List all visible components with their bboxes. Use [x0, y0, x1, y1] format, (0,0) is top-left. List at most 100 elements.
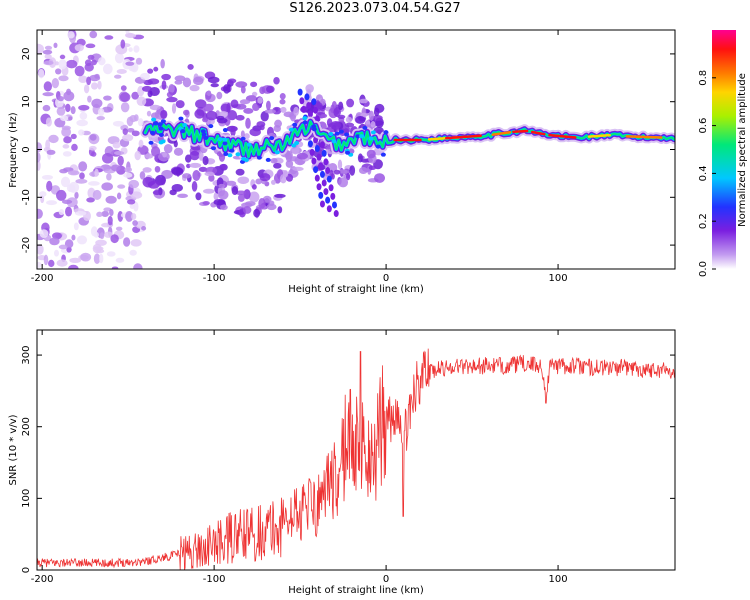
spectrogram-blob	[79, 172, 85, 180]
spectrogram-streak	[318, 191, 324, 199]
spectrogram-blob	[127, 199, 136, 205]
ridge-dot	[160, 119, 166, 124]
spectrogram-blob	[358, 166, 368, 174]
bottom-x-tick-label: 0	[383, 574, 389, 585]
spectrogram-blob	[175, 100, 185, 109]
spectrogram-blob	[330, 120, 342, 130]
spectrogram-blob	[338, 169, 348, 174]
ridge-dot	[362, 125, 368, 130]
colorbar-label: Normalized spectral amplitude	[737, 73, 748, 227]
spectrogram-streak	[313, 166, 319, 174]
spectrogram-blob	[54, 61, 60, 66]
spectrogram-blob	[192, 170, 201, 182]
spectrogram-blob	[63, 90, 75, 102]
ridge-dot	[288, 127, 294, 132]
ridge-dot	[150, 130, 156, 135]
spectrogram-streak	[307, 140, 313, 148]
spectrogram-blob	[189, 150, 200, 161]
spectrogram-blob	[42, 49, 53, 55]
spectrogram-blob	[83, 84, 90, 94]
spectrogram-blob	[91, 151, 97, 157]
spectrogram-blob	[88, 145, 97, 151]
spectrogram-blob	[131, 91, 140, 100]
spectrogram-blob	[101, 210, 109, 218]
spectrogram-blob	[61, 127, 72, 137]
spectrogram-blob	[122, 134, 134, 142]
spectrogram-blob	[346, 173, 351, 181]
spectrogram-blob	[91, 98, 103, 108]
ridge-dot	[302, 120, 308, 125]
spectrogram-blob	[235, 190, 247, 196]
ridge-dot	[241, 156, 247, 161]
spectrogram-blob	[76, 119, 88, 127]
top-x-tick-label: 0	[383, 273, 389, 284]
ridge-dot	[328, 131, 334, 136]
spectrogram-blob	[195, 192, 202, 201]
spectrogram-blob	[213, 199, 226, 206]
spectrogram-blob	[183, 109, 190, 116]
spectrogram-blob	[91, 82, 98, 90]
spectrogram-blob	[245, 95, 258, 102]
spectrogram-blob	[86, 197, 95, 203]
spectrogram-blob	[60, 176, 71, 188]
spectrogram-blob	[123, 172, 133, 178]
bottom-x-tick-label: 100	[549, 574, 568, 585]
top-y-axis-label: Frequency (Hz)	[8, 112, 19, 188]
snr-frame	[36, 329, 676, 571]
spectrogram-blob	[177, 193, 188, 199]
spectrogram-streak	[309, 148, 315, 156]
spectrogram-blob	[62, 151, 72, 157]
spectrogram-blob	[133, 201, 139, 212]
ridge-dot	[211, 146, 217, 151]
spectrogram-blob	[202, 201, 210, 206]
spectrogram-blob	[125, 33, 137, 39]
spectrogram-blob	[182, 173, 192, 179]
spectrogram-blob	[135, 57, 143, 65]
spectrogram-blob	[368, 165, 377, 171]
spectrogram-blob	[127, 127, 135, 133]
spectrogram-blob	[56, 259, 68, 267]
ridge-dot	[222, 137, 228, 142]
spectrogram-blob	[97, 57, 106, 66]
spectrogram-blob	[150, 146, 161, 157]
spectrogram-blob	[204, 171, 215, 177]
spectrogram-blob	[123, 237, 131, 247]
top-y-tick-label: -10	[21, 189, 32, 205]
spectrogram-streak	[332, 201, 338, 209]
spectrogram-blob	[139, 171, 146, 180]
spectrogram-blob	[124, 166, 132, 173]
ridge-dot	[227, 153, 233, 158]
bottom-x-axis-label: Height of straight line (km)	[288, 585, 424, 596]
spectrogram-blob	[85, 43, 96, 49]
spectrogram-blob	[80, 252, 92, 262]
spectrogram-blob	[285, 160, 294, 168]
spectrogram-streak	[325, 196, 331, 204]
spectrogram-blob	[125, 30, 130, 34]
spectrogram-blob	[202, 155, 209, 166]
ridge-dot	[157, 122, 163, 127]
spectrogram-blob	[338, 177, 349, 188]
spectrogram-streak	[306, 102, 312, 110]
ridge-dot	[180, 129, 186, 134]
spectrogram-blob	[264, 109, 277, 114]
bottom-y-tick-label: 100	[21, 489, 32, 508]
spectrogram-blob	[133, 263, 143, 269]
spectrogram-blob	[131, 130, 140, 137]
spectrogram-blob	[223, 84, 231, 94]
spectrogram-blob	[86, 76, 92, 86]
ridge-dot	[160, 139, 166, 144]
spectrogram-blob	[88, 181, 100, 186]
bottom-y-tick-label: 0	[21, 567, 32, 573]
spectrogram-blob	[109, 208, 114, 217]
spectrogram-blob	[114, 52, 124, 64]
spectrogram-blob	[253, 208, 261, 218]
spectrogram-blob	[245, 117, 251, 129]
spectrogram-blob	[132, 220, 138, 226]
spectrogram-blob	[102, 63, 113, 75]
spectrogram-blob	[141, 226, 147, 231]
spectrogram-blob	[89, 30, 98, 39]
spectrogram-blob	[37, 244, 44, 255]
spectrogram-blob	[126, 116, 134, 127]
spectrogram-blob	[38, 68, 45, 79]
spectrogram-blob	[243, 133, 250, 140]
